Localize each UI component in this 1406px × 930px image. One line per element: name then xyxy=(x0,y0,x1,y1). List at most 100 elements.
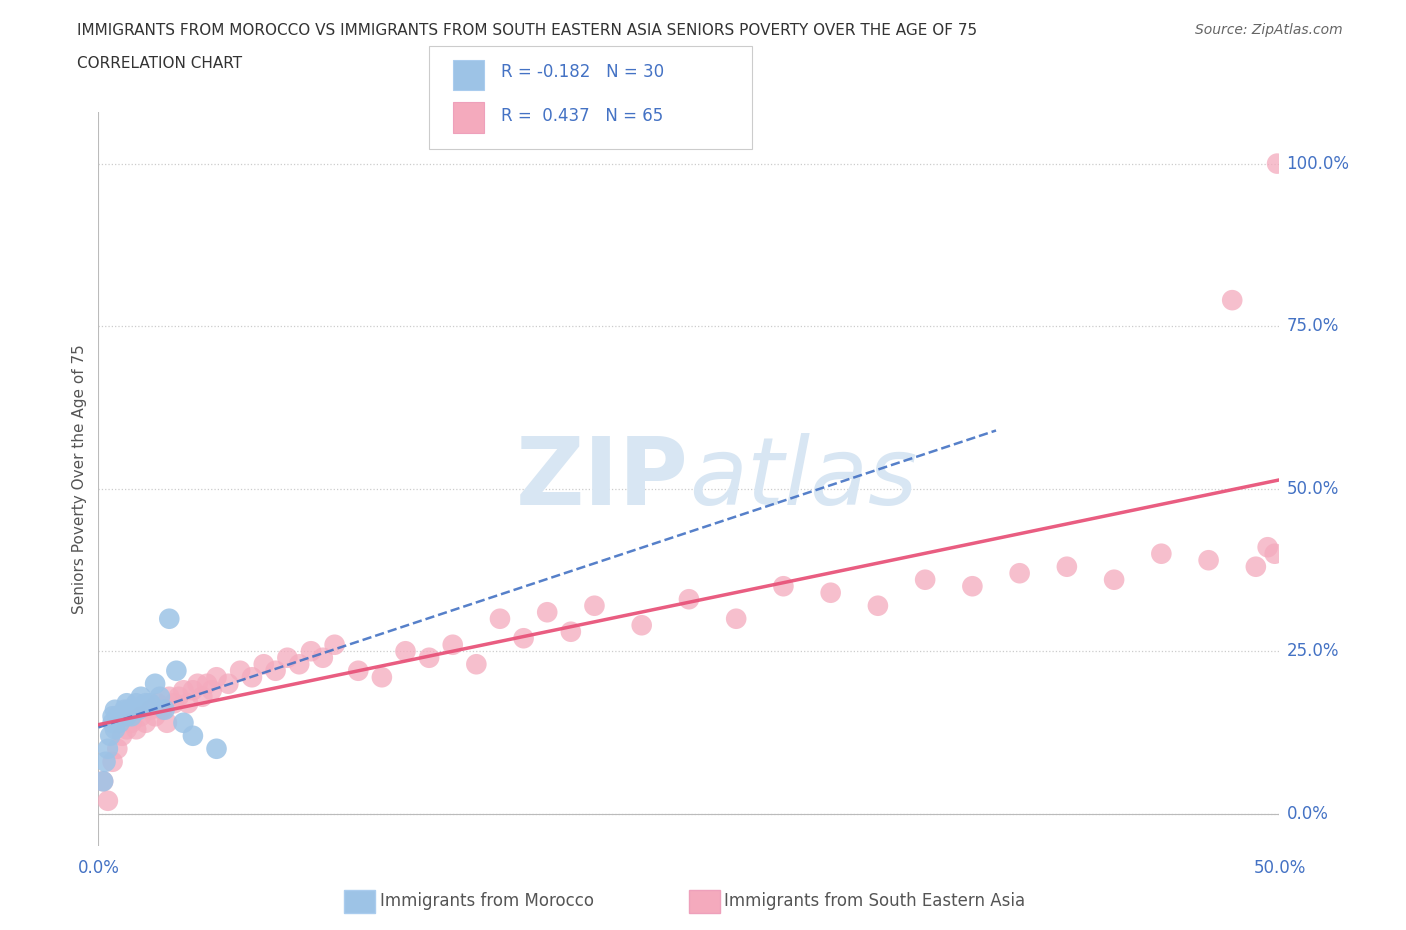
Point xyxy=(125,722,148,737)
Text: ZIP: ZIP xyxy=(516,433,689,525)
Point xyxy=(115,709,138,724)
Point xyxy=(105,741,128,756)
Point xyxy=(217,676,239,691)
Point xyxy=(153,702,176,717)
Point xyxy=(121,709,143,724)
Point xyxy=(177,696,200,711)
Point xyxy=(1008,565,1031,580)
Point xyxy=(630,618,652,632)
Point xyxy=(135,715,157,730)
Point xyxy=(115,722,138,737)
Point xyxy=(195,676,218,691)
Point xyxy=(172,683,194,698)
Point xyxy=(122,702,145,717)
Point xyxy=(465,657,488,671)
Point xyxy=(91,774,114,789)
Point xyxy=(150,702,173,717)
Text: Immigrants from South Eastern Asia: Immigrants from South Eastern Asia xyxy=(724,892,1025,910)
Point xyxy=(1198,552,1220,567)
Point xyxy=(156,715,179,730)
Point xyxy=(1257,539,1279,554)
Text: R = -0.182   N = 30: R = -0.182 N = 30 xyxy=(501,62,664,81)
Point xyxy=(115,696,138,711)
Point xyxy=(312,650,335,665)
Point xyxy=(157,611,180,626)
Point xyxy=(288,657,311,671)
Text: Immigrants from Morocco: Immigrants from Morocco xyxy=(380,892,593,910)
Point xyxy=(129,709,152,724)
Point xyxy=(371,670,394,684)
Point xyxy=(1264,546,1286,561)
Point xyxy=(163,696,186,711)
Point xyxy=(121,715,143,730)
Text: 50.0%: 50.0% xyxy=(1253,859,1306,877)
Point xyxy=(111,728,134,743)
Point xyxy=(394,644,416,658)
Text: 75.0%: 75.0% xyxy=(1286,317,1339,335)
Point xyxy=(820,585,842,600)
Point xyxy=(146,696,169,711)
Point xyxy=(105,709,128,724)
Point xyxy=(240,670,263,684)
Text: 0.0%: 0.0% xyxy=(77,859,120,877)
Point xyxy=(94,754,117,769)
Text: R =  0.437   N = 65: R = 0.437 N = 65 xyxy=(501,107,662,126)
Text: 0.0%: 0.0% xyxy=(1286,804,1329,823)
Point xyxy=(441,637,464,652)
Point xyxy=(98,728,121,743)
Point xyxy=(97,741,120,756)
Point xyxy=(139,696,162,711)
Point xyxy=(143,676,166,691)
Point xyxy=(205,741,228,756)
Point xyxy=(181,728,204,743)
Point xyxy=(1102,572,1125,587)
Text: 25.0%: 25.0% xyxy=(1286,643,1339,660)
Point xyxy=(264,663,287,678)
Point xyxy=(104,702,127,717)
Point xyxy=(323,637,346,652)
Point xyxy=(489,611,512,626)
Point xyxy=(165,663,187,678)
Point xyxy=(101,754,124,769)
Point xyxy=(583,598,606,613)
Point xyxy=(101,709,124,724)
Point xyxy=(347,663,370,678)
Point xyxy=(111,709,134,724)
Point xyxy=(104,722,127,737)
Point xyxy=(229,663,252,678)
Point xyxy=(149,689,172,704)
Point xyxy=(1220,293,1243,308)
Point xyxy=(191,689,214,704)
Point xyxy=(118,702,141,717)
Point xyxy=(914,572,936,587)
Point xyxy=(962,578,984,593)
Point xyxy=(772,578,794,593)
Point xyxy=(536,604,558,619)
Point xyxy=(560,624,582,639)
Point xyxy=(678,591,700,606)
Point xyxy=(299,644,322,658)
Point xyxy=(181,683,204,698)
Point xyxy=(112,702,135,717)
Point xyxy=(418,650,440,665)
Point xyxy=(512,631,534,645)
Point xyxy=(1150,546,1173,561)
Point xyxy=(97,793,120,808)
Point xyxy=(91,774,114,789)
Point xyxy=(1056,559,1078,574)
Point xyxy=(866,598,889,613)
Point xyxy=(129,689,152,704)
Point xyxy=(135,696,157,711)
Point xyxy=(108,715,131,730)
Point xyxy=(139,702,162,717)
Text: CORRELATION CHART: CORRELATION CHART xyxy=(77,56,242,71)
Text: 100.0%: 100.0% xyxy=(1286,154,1350,173)
Text: atlas: atlas xyxy=(689,433,917,525)
Point xyxy=(101,715,124,730)
Point xyxy=(157,689,180,704)
Point xyxy=(167,689,190,704)
Point xyxy=(725,611,748,626)
Point xyxy=(1265,156,1288,171)
Point xyxy=(201,683,224,698)
Point xyxy=(276,650,298,665)
